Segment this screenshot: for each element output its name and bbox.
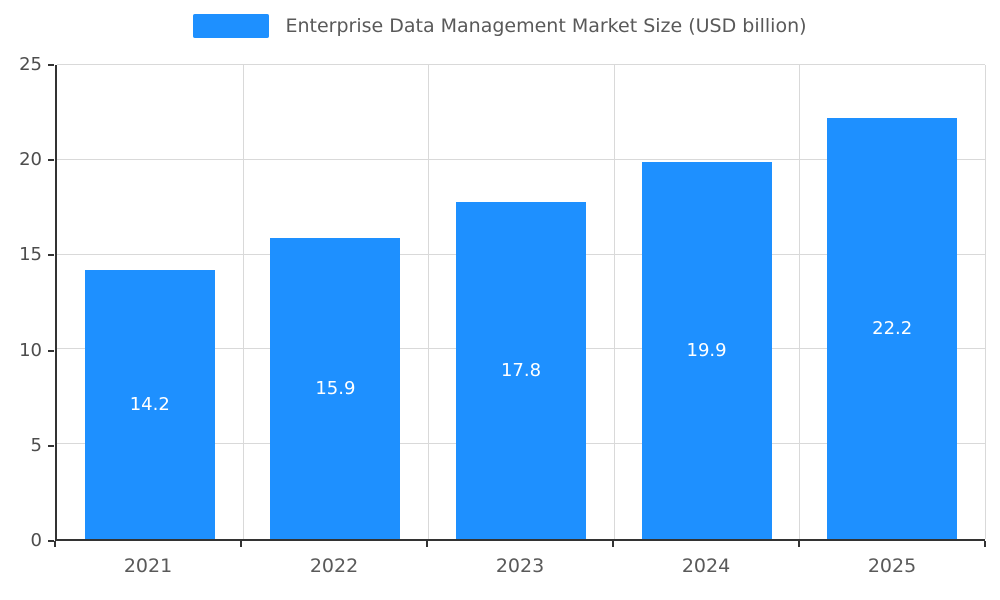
vertical-gridline [799, 65, 801, 539]
y-tick-mark [48, 64, 54, 66]
y-tick-label: 25 [19, 54, 42, 75]
bar: 14.2 [84, 269, 215, 539]
horizontal-gridline [57, 158, 985, 160]
x-tick-label: 2023 [495, 555, 545, 577]
y-tick-mark [48, 159, 54, 162]
y-tick-mark [48, 254, 54, 257]
chart-legend: Enterprise Data Management Market Size (… [0, 14, 1000, 38]
x-tick-mark [240, 541, 242, 547]
y-tick-label: 5 [30, 434, 42, 456]
y-tick-label: 0 [30, 530, 42, 551]
horizontal-gridline [57, 64, 985, 65]
bar-value-label: 19.9 [686, 339, 727, 361]
y-tick-label: 20 [19, 149, 42, 171]
y-tick-mark [48, 540, 54, 542]
y-tick-label: 10 [19, 339, 42, 361]
x-tick-mark [54, 541, 56, 547]
x-tick-label: 2021 [123, 555, 173, 577]
vertical-gridline [242, 65, 244, 539]
x-tick-mark [426, 541, 428, 547]
bar-value-label: 15.9 [315, 377, 356, 399]
vertical-gridline [985, 65, 986, 539]
y-tick-mark [48, 444, 54, 447]
x-tick-mark [798, 541, 800, 547]
bar-value-label: 14.2 [129, 393, 170, 415]
x-tick-mark [984, 541, 986, 547]
bar: 19.9 [641, 161, 772, 539]
vertical-gridline [613, 65, 615, 539]
x-tick-label: 2024 [681, 555, 731, 577]
vertical-gridline [428, 65, 430, 539]
x-tick-label: 2025 [867, 555, 917, 577]
y-tick-mark [48, 349, 54, 352]
legend-swatch [193, 14, 270, 38]
bar: 15.9 [270, 237, 401, 539]
plot-area: 14.2 15.9 17.8 19.9 22.2 [55, 64, 986, 541]
x-tick-mark [612, 541, 614, 547]
x-tick-label: 2022 [309, 555, 359, 577]
bar-value-label: 17.8 [500, 359, 542, 381]
bar: 17.8 [456, 201, 586, 539]
bar-value-label: 22.2 [872, 318, 913, 340]
bar: 22.2 [827, 118, 958, 539]
y-tick-label: 15 [19, 244, 42, 266]
chart-title: Enterprise Data Management Market Size (… [285, 15, 807, 37]
